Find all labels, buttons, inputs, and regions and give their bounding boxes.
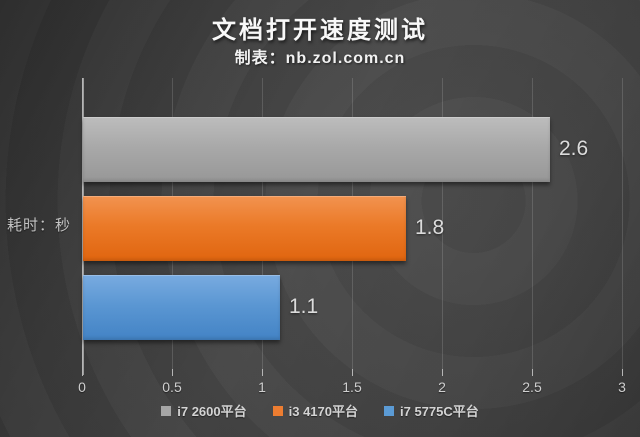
x-axis-tick-label: 2.5: [522, 379, 542, 395]
chart-title: 文档打开速度测试: [212, 17, 428, 44]
legend: i7 2600平台 i3 4170平台 i7 5775C平台: [0, 401, 640, 420]
x-axis-tick: [622, 369, 623, 376]
legend-label: i3 4170平台: [288, 404, 358, 419]
x-axis-tick: [532, 369, 533, 376]
y-axis-title: 耗时：秒: [7, 217, 72, 234]
x-axis-tick-label: 3: [618, 379, 626, 395]
legend-item: i3 4170平台: [272, 401, 358, 420]
x-axis-tick: [442, 369, 443, 376]
chart-subtitle: 制表：nb.zol.com.cn: [234, 50, 406, 67]
legend-label: i7 5775C平台: [399, 404, 479, 419]
legend-label: i7 2600平台: [177, 404, 247, 419]
x-axis-tick-label: 0: [78, 379, 86, 395]
legend-swatch-icon: [272, 405, 283, 416]
bar-i3 4170平台: [83, 196, 406, 261]
bar-i7 2600平台: [83, 117, 550, 182]
bar-value-label: 2.6: [559, 137, 589, 160]
x-axis-tick-label: 0.5: [162, 379, 182, 395]
legend-item: i7 2600平台: [161, 401, 247, 420]
gridline: [532, 78, 533, 375]
legend-item: i7 5775C平台: [383, 401, 479, 420]
legend-swatch-icon: [383, 405, 394, 416]
x-axis-tick-label: 1.5: [342, 379, 362, 395]
gridline: [622, 78, 623, 375]
bar-value-label: 1.1: [289, 295, 319, 318]
legend-swatch-icon: [161, 405, 172, 416]
x-axis-tick: [172, 369, 173, 376]
x-axis-tick-label: 1: [258, 379, 266, 395]
x-axis-tick-label: 2: [438, 379, 446, 395]
bar-i7 5775C平台: [83, 275, 280, 340]
x-axis-tick: [352, 369, 353, 376]
gridline: [442, 78, 443, 375]
bar-value-label: 1.8: [415, 216, 445, 239]
x-axis-tick: [262, 369, 263, 376]
